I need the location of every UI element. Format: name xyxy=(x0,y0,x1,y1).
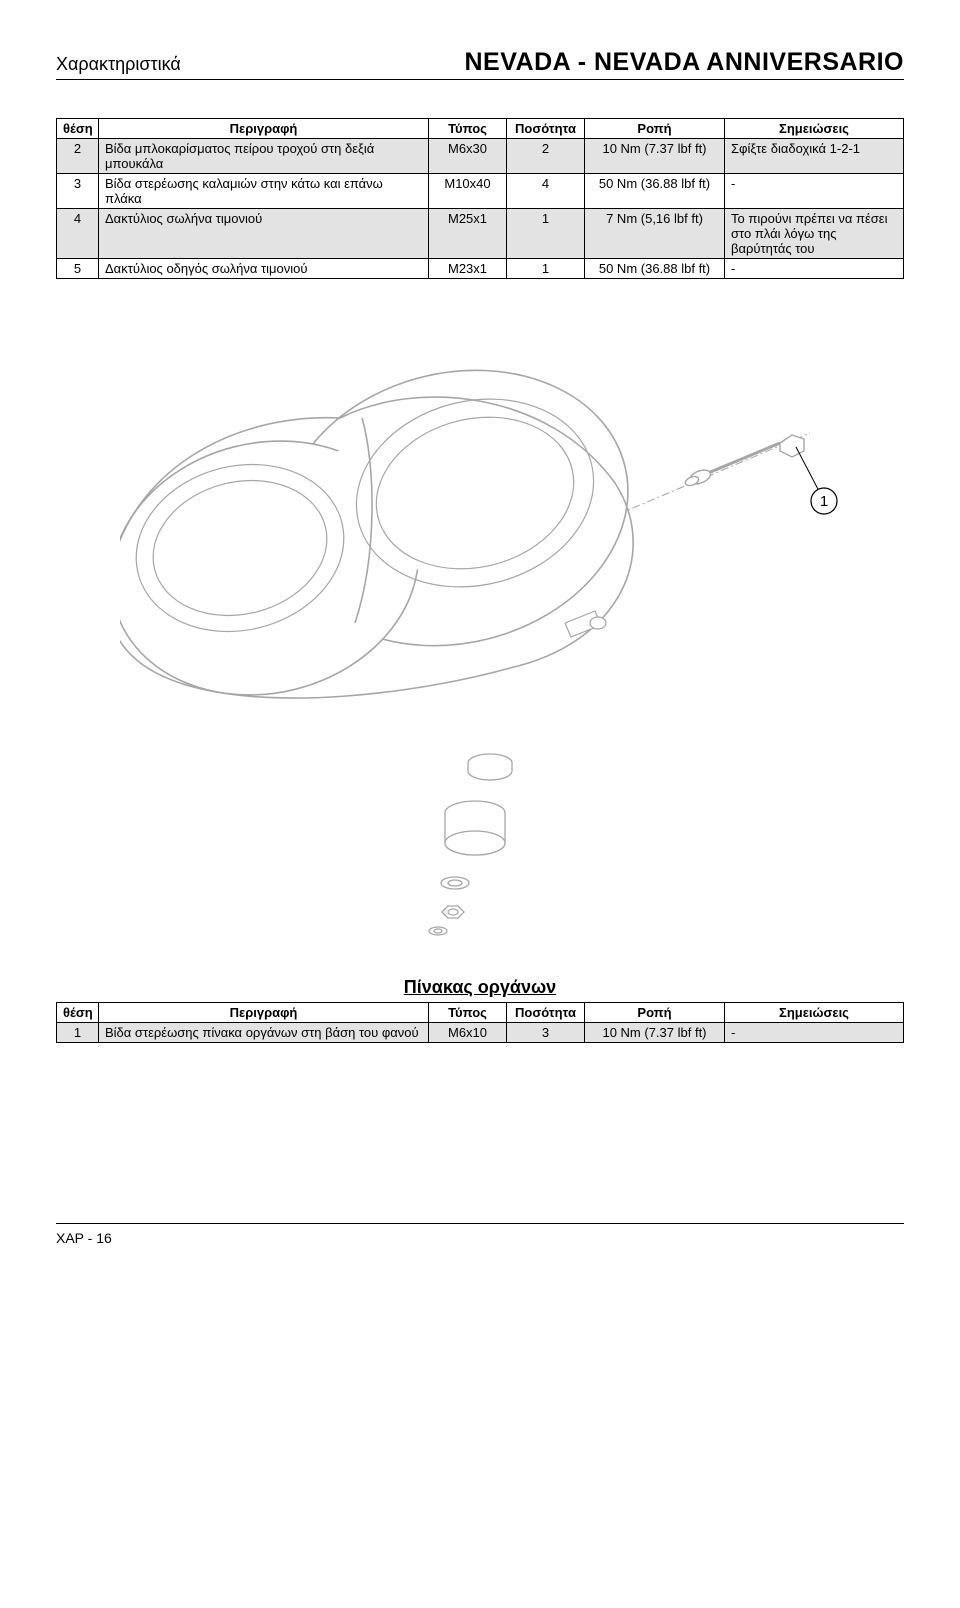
col-header-torq: Ροπή xyxy=(585,119,725,139)
callout-1: 1 xyxy=(796,447,837,514)
col-header-pos: θέση xyxy=(57,1003,99,1023)
header-rule xyxy=(56,79,904,80)
table-row: 4Δακτύλιος σωλήνα τιμονιούM25x117 Nm (5,… xyxy=(57,209,904,259)
footer-rule xyxy=(56,1223,904,1224)
cell-note: - xyxy=(725,174,904,209)
instrument-cluster-diagram: 1 xyxy=(120,323,840,963)
header-right: NEVADA - NEVADA ANNIVERSARIO xyxy=(465,48,905,77)
cell-desc: Βίδα στερέωσης πίνακα οργάνων στη βάση τ… xyxy=(99,1023,429,1043)
cell-qty: 4 xyxy=(507,174,585,209)
spec-table-1: θέση Περιγραφή Τύπος Ποσότητα Ροπή Σημει… xyxy=(56,118,904,279)
col-header-desc: Περιγραφή xyxy=(99,119,429,139)
table-row: 2Βίδα μπλοκαρίσματος πείρου τροχού στη δ… xyxy=(57,139,904,174)
callout-1-label: 1 xyxy=(820,493,828,510)
page-header: Χαρακτηριστικά NEVADA - NEVADA ANNIVERSA… xyxy=(56,48,904,77)
cell-torque: 10 Nm (7.37 lbf ft) xyxy=(585,1023,725,1043)
cell-type: M10x40 xyxy=(429,174,507,209)
cell-pos: 5 xyxy=(57,259,99,279)
cell-pos: 1 xyxy=(57,1023,99,1043)
diagram-container: 1 xyxy=(56,323,904,963)
col-header-qty: Ποσότητα xyxy=(507,119,585,139)
cell-torque: 7 Nm (5,16 lbf ft) xyxy=(585,209,725,259)
table2-body: 1Βίδα στερέωσης πίνακα οργάνων στη βάση … xyxy=(57,1023,904,1043)
cell-note: Το πιρούνι πρέπει να πέσει στο πλάι λόγω… xyxy=(725,209,904,259)
col-header-note: Σημειώσεις xyxy=(725,119,904,139)
table-header-row: θέση Περιγραφή Τύπος Ποσότητα Ροπή Σημει… xyxy=(57,119,904,139)
cell-note: - xyxy=(725,1023,904,1043)
col-header-qty: Ποσότητα xyxy=(507,1003,585,1023)
cell-desc: Δακτύλιος σωλήνα τιμονιού xyxy=(99,209,429,259)
table-row: 1Βίδα στερέωσης πίνακα οργάνων στη βάση … xyxy=(57,1023,904,1043)
col-header-type: Τύπος xyxy=(429,119,507,139)
bolt-assembly xyxy=(684,435,804,487)
cell-pos: 2 xyxy=(57,139,99,174)
cell-desc: Βίδα μπλοκαρίσματος πείρου τροχού στη δε… xyxy=(99,139,429,174)
cell-qty: 2 xyxy=(507,139,585,174)
cell-torque: 10 Nm (7.37 lbf ft) xyxy=(585,139,725,174)
footer-page-label: ΧΑΡ - 16 xyxy=(56,1230,904,1246)
table-row: 3Βίδα στερέωσης καλαμιών στην κάτω και ε… xyxy=(57,174,904,209)
cell-qty: 1 xyxy=(507,259,585,279)
cell-type: M23x1 xyxy=(429,259,507,279)
col-header-pos: θέση xyxy=(57,119,99,139)
table-header-row: θέση Περιγραφή Τύπος Ποσότητα Ροπή Σημει… xyxy=(57,1003,904,1023)
col-header-type: Τύπος xyxy=(429,1003,507,1023)
cell-note: - xyxy=(725,259,904,279)
header-left: Χαρακτηριστικά xyxy=(56,54,181,75)
hardware-stack xyxy=(429,754,512,935)
cell-pos: 3 xyxy=(57,174,99,209)
spec-table-2: θέση Περιγραφή Τύπος Ποσότητα Ροπή Σημει… xyxy=(56,1002,904,1043)
cell-torque: 50 Nm (36.88 lbf ft) xyxy=(585,259,725,279)
col-header-desc: Περιγραφή xyxy=(99,1003,429,1023)
cell-qty: 3 xyxy=(507,1023,585,1043)
cell-pos: 4 xyxy=(57,209,99,259)
cell-type: M6x10 xyxy=(429,1023,507,1043)
cell-qty: 1 xyxy=(507,209,585,259)
table1-body: 2Βίδα μπλοκαρίσματος πείρου τροχού στη δ… xyxy=(57,139,904,279)
cell-desc: Δακτύλιος οδηγός σωλήνα τιμονιού xyxy=(99,259,429,279)
col-header-torq: Ροπή xyxy=(585,1003,725,1023)
cell-type: M6x30 xyxy=(429,139,507,174)
cell-type: M25x1 xyxy=(429,209,507,259)
col-header-note: Σημειώσεις xyxy=(725,1003,904,1023)
section-title-instruments: Πίνακας οργάνων xyxy=(56,977,904,998)
cell-torque: 50 Nm (36.88 lbf ft) xyxy=(585,174,725,209)
table-row: 5Δακτύλιος οδηγός σωλήνα τιμονιούM23x115… xyxy=(57,259,904,279)
cell-desc: Βίδα στερέωσης καλαμιών στην κάτω και επ… xyxy=(99,174,429,209)
cell-note: Σφίξτε διαδοχικά 1-2-1 xyxy=(725,139,904,174)
